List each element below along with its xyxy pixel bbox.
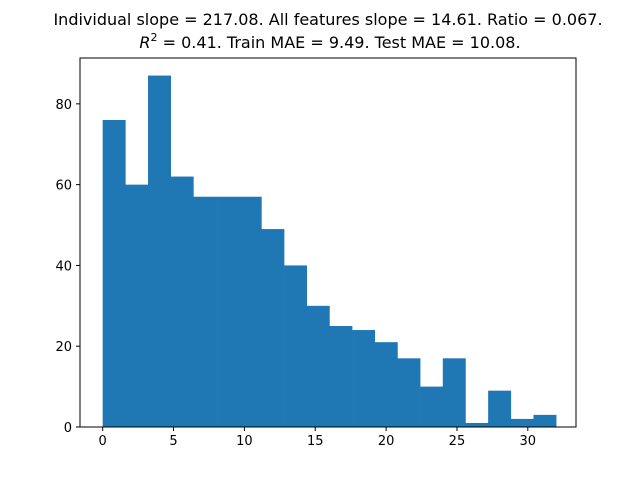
- axes: 0 5 10 15 20 25 30 0 20 40 60 80: [55, 57, 577, 449]
- histogram-bar-0: [102, 120, 126, 427]
- histogram-bar-7: [261, 229, 285, 427]
- histogram-bar-13: [397, 358, 421, 427]
- histogram-bar-12: [374, 342, 398, 427]
- histogram-bar-17: [488, 390, 512, 427]
- histogram-bar-4: [193, 196, 217, 427]
- chart-title-line-1: Individual slope = 217.08. All features …: [53, 10, 602, 29]
- x-tick-label: 0: [99, 434, 107, 449]
- histogram-bar-10: [329, 326, 353, 427]
- chart-title-line-2: R2 = 0.41. Train MAE = 9.49. Test MAE = …: [139, 31, 520, 52]
- histogram-bar-2: [148, 75, 171, 427]
- x-tick-label: 10: [236, 434, 253, 449]
- y-tick-label: 60: [55, 179, 72, 194]
- histogram-bar-5: [216, 196, 240, 427]
- histogram-bar-14: [420, 386, 444, 427]
- histogram-bar-15: [442, 358, 466, 427]
- histogram-bar-19: [533, 414, 557, 427]
- x-tick-label: 30: [520, 434, 537, 449]
- x-tick-label: 5: [169, 434, 177, 449]
- histogram-bar-1: [125, 184, 149, 427]
- histogram-bar-11: [352, 330, 376, 427]
- histogram-bar-16: [465, 422, 489, 427]
- y-tick-label: 80: [55, 98, 72, 113]
- r-squared-symbol: R: [139, 33, 150, 52]
- x-tick-label: 20: [378, 434, 395, 449]
- x-tick-label: 25: [449, 434, 466, 449]
- histogram-bar-9: [306, 305, 330, 427]
- plot-frame: [79, 57, 577, 428]
- y-tick-label: 40: [55, 259, 72, 274]
- r-squared-exponent: 2: [151, 31, 158, 44]
- histogram-bar-3: [170, 176, 194, 427]
- title-metrics-text: = 0.41. Train MAE = 9.49. Test MAE = 10.…: [158, 33, 521, 52]
- histogram-bar-8: [284, 265, 308, 427]
- y-tick-label: 0: [64, 421, 72, 436]
- y-tick-label: 20: [55, 340, 72, 355]
- histogram-bars: [102, 75, 557, 427]
- histogram-bar-6: [238, 196, 262, 427]
- histogram-bar-18: [510, 418, 534, 427]
- x-tick-label: 15: [307, 434, 324, 449]
